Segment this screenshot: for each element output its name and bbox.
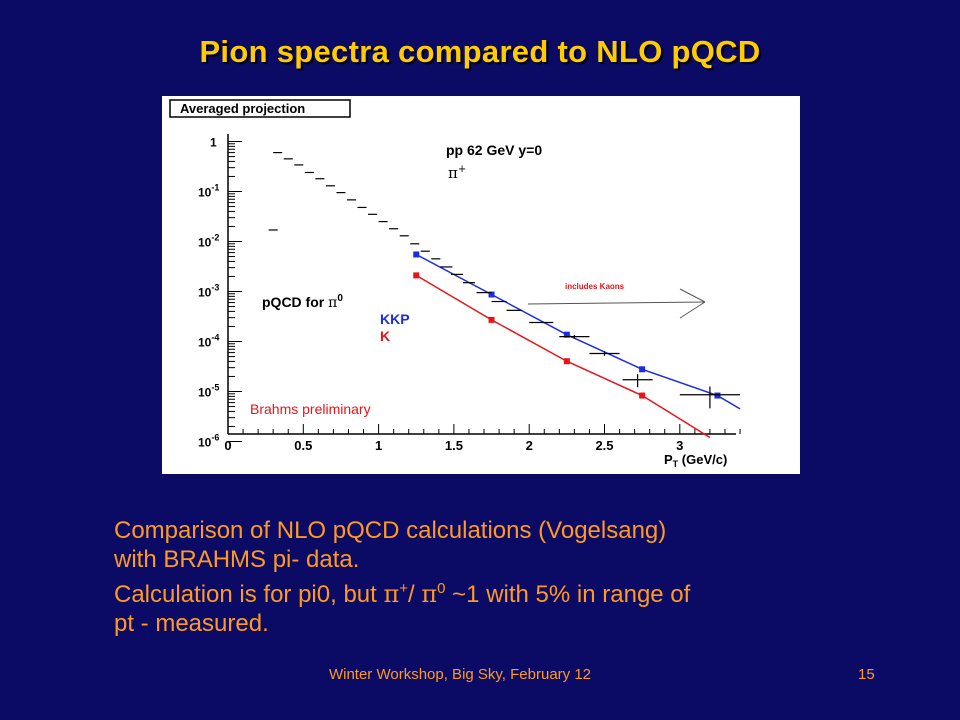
chart-title: Averaged projection <box>180 101 305 116</box>
x-tick-label: 2.5 <box>595 438 613 453</box>
legend-k: K <box>380 328 390 344</box>
x-tick-label: 2 <box>526 438 533 453</box>
data-point <box>589 351 620 356</box>
x-tick-label: 1 <box>375 438 382 453</box>
kaon-note: includes Kaons <box>565 282 625 291</box>
pqcd-label: pQCD for π0 <box>262 293 343 311</box>
chart-svg: Averaged projection 1 10-1 10-2 10-3 10-4 10-… <box>169 99 741 469</box>
marker-kkp <box>413 251 420 258</box>
y-tick-label: 10-4 <box>198 333 219 350</box>
y-tick-label: 10-1 <box>198 183 219 200</box>
y-tick-label: 10-2 <box>198 233 219 250</box>
y-tick-label: 10-6 <box>198 433 219 450</box>
legend-particle: π+ <box>448 164 466 182</box>
y-tick-label: 1 <box>210 136 217 150</box>
y-tick-labels: 1 10-1 10-2 10-3 10-4 10-5 10-6 <box>198 136 219 450</box>
axis-ticks <box>227 141 741 442</box>
marker-kkp <box>563 331 570 338</box>
marker-kkp <box>714 392 721 399</box>
kaon-arrow <box>527 288 706 319</box>
marker-kkp <box>639 366 646 373</box>
slide-title: Pion spectra compared to NLO pQCD <box>199 34 761 69</box>
curve-k <box>415 274 711 439</box>
x-tick-label: 0 <box>224 438 231 453</box>
title-box <box>169 99 351 118</box>
chart-panel: Averaged projection 1 10-1 10-2 10-3 10-4 10-… <box>162 96 800 474</box>
x-tick-label: 0.5 <box>294 438 312 453</box>
marker-kkp <box>488 291 495 298</box>
body-line-1: Comparison of NLO pQCD calculations (Vog… <box>114 517 667 544</box>
marker-k <box>639 392 646 399</box>
x-axis-label: PT (GeV/c) <box>664 452 727 469</box>
page-number: 15 <box>858 666 875 683</box>
footer-text: Winter Workshop, Big Sky, February 12 <box>328 666 592 683</box>
curve-kkp <box>415 253 741 410</box>
y-tick-label: 10-5 <box>198 383 219 400</box>
marker-k <box>563 358 570 365</box>
pqcd-curves <box>413 251 741 439</box>
legend-system: pp 62 GeV y=0 <box>446 142 542 158</box>
data-point <box>622 374 653 388</box>
marker-k <box>413 272 420 279</box>
x-tick-labels: 0 0.5 1 1.5 2 2.5 3 <box>224 438 683 453</box>
marker-k <box>488 316 495 323</box>
legend-kkp: KKP <box>380 311 410 327</box>
preliminary-label: Brahms preliminary <box>250 401 371 417</box>
data-point <box>679 386 741 409</box>
y-tick-label: 10-3 <box>198 283 219 300</box>
body-text: Comparison of NLO pQCD calculations (Vog… <box>114 516 914 638</box>
body-line-4: pt - measured. <box>114 610 269 637</box>
preliminary-box <box>246 398 414 420</box>
data-points <box>268 151 741 409</box>
body-line-3: Calculation is for pi0, but π+/ π0 ~1 wi… <box>114 580 691 608</box>
x-tick-label: 1.5 <box>445 438 463 453</box>
body-line-2: with BRAHMS pi- data. <box>114 546 360 573</box>
x-tick-label: 3 <box>676 438 683 453</box>
data-point <box>559 334 590 339</box>
